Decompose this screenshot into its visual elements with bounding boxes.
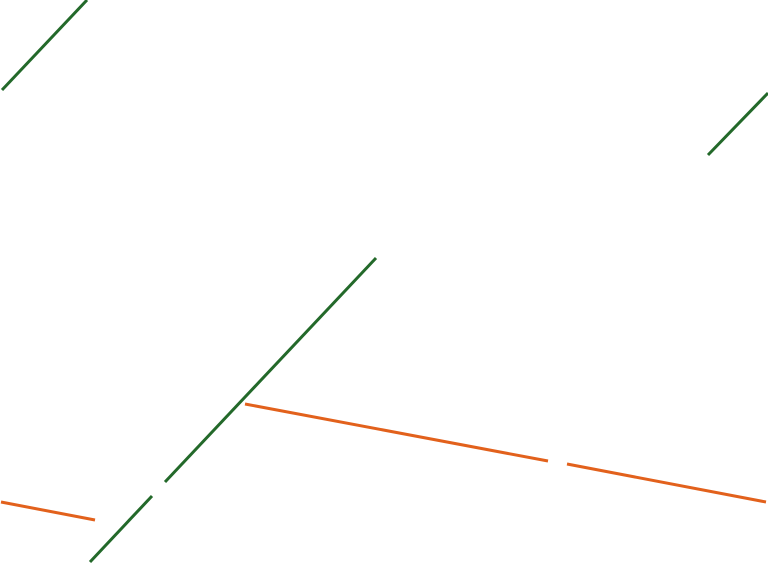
green-road: [0, 0, 89, 92]
orange-road: [244, 402, 549, 463]
green-road: [163, 256, 378, 484]
green-road: [706, 91, 768, 157]
green-road: [88, 494, 154, 564]
orange-road: [566, 462, 767, 504]
orange-road: [0, 500, 96, 522]
